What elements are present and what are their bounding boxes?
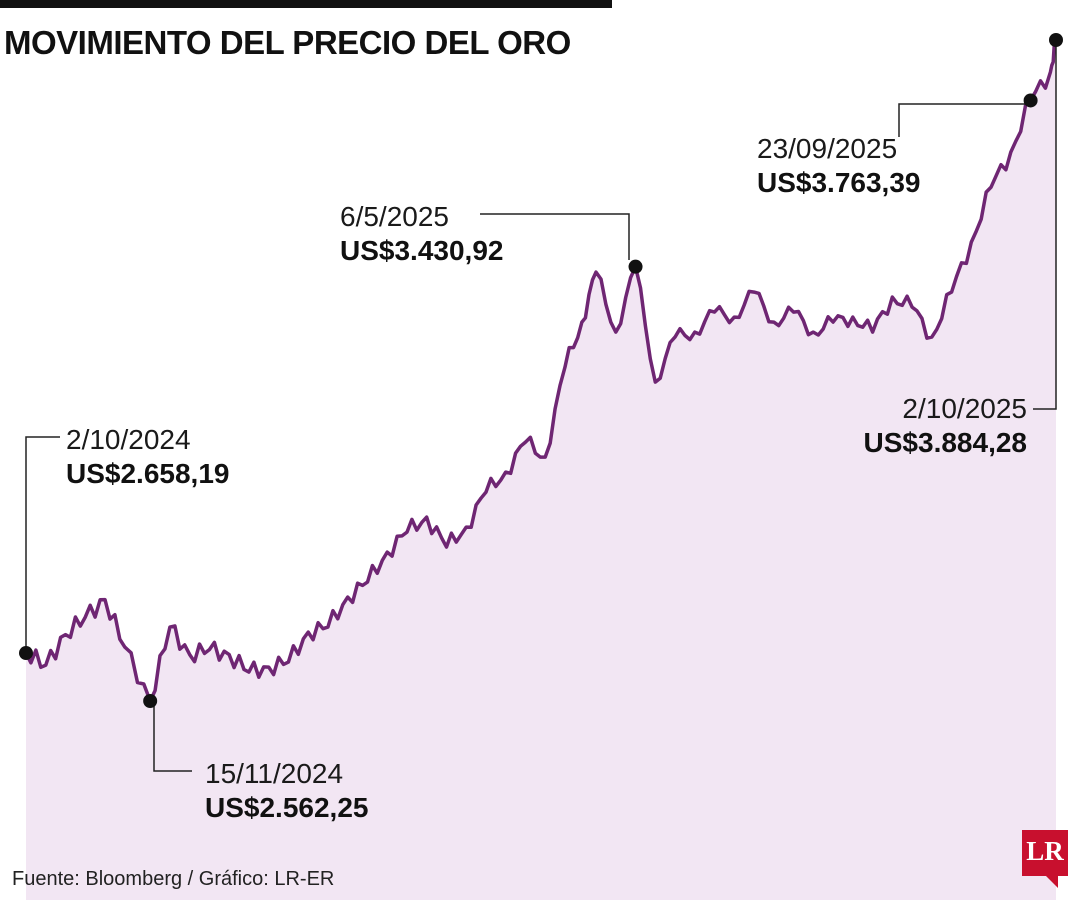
annotation-dot [1023,93,1038,108]
annotation-value: US$2.658,19 [66,458,229,489]
annotation-value: US$3.884,28 [864,427,1027,458]
annotation-value: US$2.562,25 [205,792,368,823]
annotation-leader [25,436,60,654]
source-note: Fuente: Bloomberg / Gráfico: LR-ER [12,868,335,890]
annotation-value: US$3.430,92 [340,235,503,266]
annotation-date: 6/5/2025 [340,201,449,232]
annotation-value: US$3.763,39 [757,167,920,198]
annotation-leader [1033,40,1057,410]
top-rule [0,0,612,8]
price-area [26,39,1056,900]
annotation-date: 23/09/2025 [757,133,897,164]
annotation-date: 2/10/2025 [902,393,1027,424]
annotation-dot [143,694,158,708]
annotation-dot [1049,33,1063,47]
chart-title: MOVIMIENTO DEL PRECIO DEL ORO [4,24,571,61]
annotation-leader [153,701,192,772]
annotation-date: 15/11/2024 [205,758,343,789]
price-line [24,37,1058,703]
annotation-leader [898,103,1027,137]
annotation-date: 2/10/2024 [66,424,191,455]
lr-logo-text: LR [1026,836,1064,866]
annotation-dot [628,259,643,274]
annotation-dot [19,646,33,661]
lr-logo: LR [1022,830,1068,888]
annotation-leader [480,213,630,260]
